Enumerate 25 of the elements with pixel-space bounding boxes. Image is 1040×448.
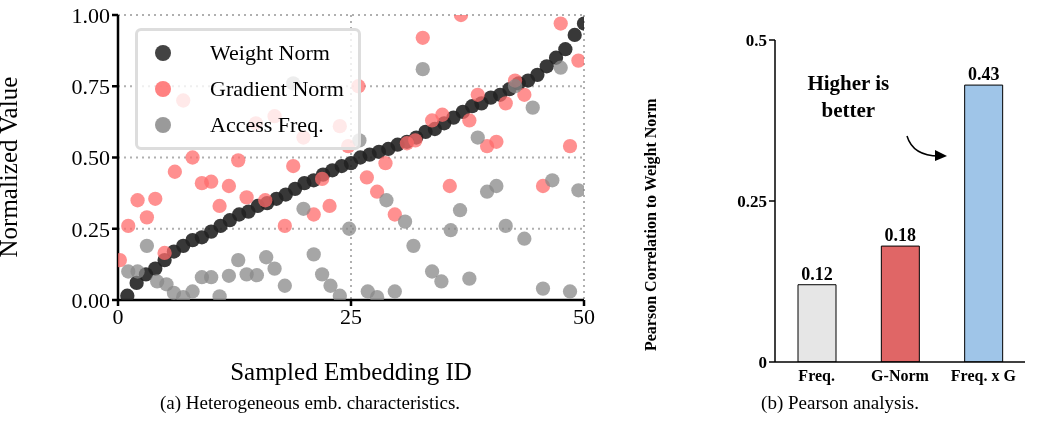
data-label: 0.18 — [884, 225, 917, 246]
y-tick-label: 0.25 — [71, 216, 110, 242]
data-label: 0.12 — [801, 263, 833, 284]
y-tick-label: 0 — [758, 353, 767, 373]
x-tick-label: Freq. x G — [950, 367, 1017, 386]
y-tick-label: 1.00 — [71, 2, 110, 28]
y-tick-label: 0.50 — [71, 145, 110, 171]
y-tick-label: 0.25 — [737, 192, 767, 212]
legend-label: Access Freq. — [210, 112, 324, 138]
x-tick-label: 25 — [340, 303, 362, 329]
y-tick-label: 0.5 — [745, 31, 767, 51]
y-axis-title: Normalized Value — [0, 76, 22, 258]
data-label: 0.43 — [967, 64, 1000, 85]
legend-label: Gradient Norm — [210, 76, 344, 102]
annotation: Higher is better — [806, 70, 891, 124]
text: (b) Pearson analysis. — [760, 392, 920, 414]
x-tick-label: Freq. — [798, 367, 835, 386]
y-tick-label: 0.75 — [71, 74, 110, 100]
legend-label: Weight Norm — [210, 40, 330, 66]
text: (a) Heterogeneous emb. characteristics. — [158, 392, 462, 414]
y-axis-title: Pearson Correlation to Weight Norm — [641, 97, 660, 351]
x-tick-label: 50 — [573, 303, 595, 329]
x-axis-title: Sampled Embedding ID — [230, 358, 472, 385]
y-tick-label: 0.00 — [71, 287, 110, 313]
x-tick-label: G-Norm — [871, 367, 930, 385]
